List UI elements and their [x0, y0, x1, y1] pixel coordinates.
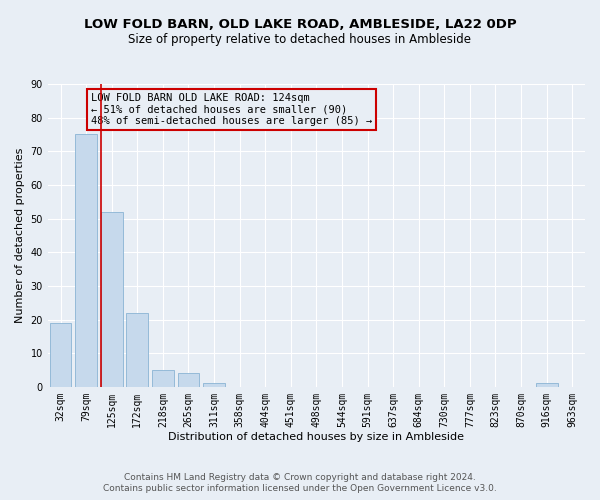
- Bar: [50, 323, 71, 387]
- Text: Size of property relative to detached houses in Ambleside: Size of property relative to detached ho…: [128, 32, 472, 46]
- Text: LOW FOLD BARN, OLD LAKE ROAD, AMBLESIDE, LA22 0DP: LOW FOLD BARN, OLD LAKE ROAD, AMBLESIDE,…: [83, 18, 517, 30]
- Bar: [75, 134, 97, 387]
- Text: LOW FOLD BARN OLD LAKE ROAD: 124sqm
← 51% of detached houses are smaller (90)
48: LOW FOLD BARN OLD LAKE ROAD: 124sqm ← 51…: [91, 93, 372, 126]
- Y-axis label: Number of detached properties: Number of detached properties: [15, 148, 25, 323]
- Bar: [178, 374, 199, 387]
- Bar: [101, 212, 122, 387]
- Text: Contains HM Land Registry data © Crown copyright and database right 2024.: Contains HM Land Registry data © Crown c…: [124, 472, 476, 482]
- Text: Contains public sector information licensed under the Open Government Licence v3: Contains public sector information licen…: [103, 484, 497, 493]
- Bar: [127, 313, 148, 387]
- Bar: [536, 384, 557, 387]
- X-axis label: Distribution of detached houses by size in Ambleside: Distribution of detached houses by size …: [169, 432, 464, 442]
- Bar: [203, 384, 225, 387]
- Bar: [152, 370, 174, 387]
